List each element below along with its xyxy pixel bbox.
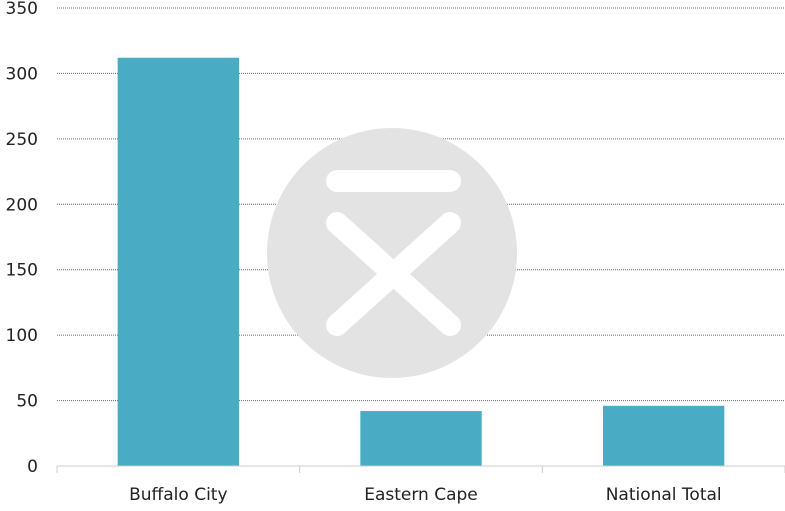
axes: 0 50 100 150 200 250 300 350 Buffalo City Eastern…	[6, 0, 785, 505]
y-tick-label: 350	[6, 0, 38, 19]
y-tick-label: 50	[16, 392, 38, 412]
x-category-label: National Total	[606, 485, 722, 505]
bar-national-total	[603, 405, 725, 466]
watermark-cross-b	[326, 212, 461, 336]
y-tick-label: 200	[6, 195, 38, 215]
bar-eastern-cape	[360, 411, 482, 466]
bars	[117, 57, 725, 467]
y-tick-label: 100	[6, 326, 38, 346]
watermark-circle	[267, 128, 517, 378]
y-tick-label: 0	[27, 457, 38, 477]
y-tick-label: 300	[6, 64, 38, 84]
bar-buffalo-city	[117, 57, 239, 467]
x-category-label: Buffalo City	[129, 485, 227, 505]
y-tick-label: 150	[6, 261, 38, 281]
y-tick-label: 250	[6, 130, 38, 150]
x-category-label: Eastern Cape	[364, 485, 478, 505]
watermark-logo	[267, 128, 517, 378]
